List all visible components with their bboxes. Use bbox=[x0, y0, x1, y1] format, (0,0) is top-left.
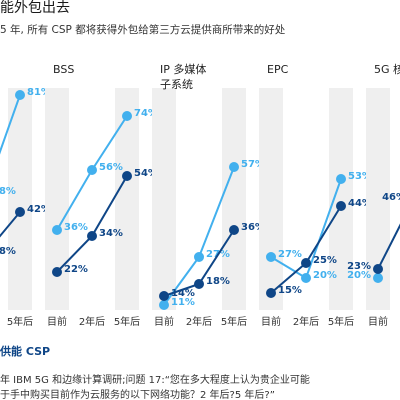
data-label: 74% bbox=[134, 108, 158, 119]
column-band bbox=[259, 88, 283, 310]
series-line bbox=[0, 211, 21, 238]
data-point bbox=[52, 225, 62, 235]
data-label: 25% bbox=[313, 255, 337, 266]
data-label: 81% bbox=[27, 87, 51, 98]
data-label: 48% bbox=[0, 186, 16, 197]
data-point bbox=[336, 201, 346, 211]
series-line bbox=[377, 223, 400, 270]
data-point bbox=[301, 258, 311, 268]
data-point bbox=[266, 252, 276, 262]
data-point bbox=[373, 273, 383, 283]
data-point bbox=[229, 225, 239, 235]
data-point bbox=[301, 273, 311, 283]
data-label: 53% bbox=[348, 171, 372, 182]
data-label: 22% bbox=[64, 264, 88, 275]
x-tick-label: 2年后 bbox=[293, 315, 319, 328]
data-label: 57% bbox=[241, 159, 265, 170]
column-band bbox=[115, 88, 139, 310]
x-tick-label: 5年后 bbox=[328, 315, 354, 328]
x-tick-label: 目前 bbox=[368, 315, 388, 328]
data-point bbox=[336, 174, 346, 184]
data-point bbox=[159, 300, 169, 310]
data-label: 14% bbox=[171, 288, 195, 299]
data-label: 15% bbox=[278, 285, 302, 296]
series-line bbox=[0, 94, 21, 155]
data-label: 42% bbox=[27, 204, 51, 215]
data-point bbox=[159, 291, 169, 301]
data-label: 44% bbox=[348, 198, 372, 209]
data-point bbox=[373, 264, 383, 274]
data-point bbox=[122, 171, 132, 181]
data-point bbox=[52, 267, 62, 277]
data-point bbox=[87, 231, 97, 241]
panel-title: BSS bbox=[53, 63, 74, 76]
source-line: 年 IBM 5G 和边缘计算调研;问题 17:“您在多大程度上认为贵企业可能 bbox=[0, 373, 310, 386]
data-label: 11% bbox=[171, 297, 195, 308]
chart-title: 能外包出去 bbox=[0, 0, 70, 16]
data-point bbox=[194, 252, 204, 262]
column-band bbox=[8, 88, 32, 310]
data-label: 28% bbox=[0, 246, 16, 257]
x-tick-label: 5年后 bbox=[7, 315, 33, 328]
data-label: 27% bbox=[278, 249, 302, 260]
data-point bbox=[194, 279, 204, 289]
panel-title: EPC bbox=[267, 63, 289, 76]
panel-title: 5G 核心网 bbox=[374, 62, 400, 76]
data-point bbox=[15, 90, 25, 100]
data-point bbox=[266, 288, 276, 298]
x-tick-label: 目前 bbox=[154, 315, 174, 328]
data-label: 36% bbox=[64, 222, 88, 233]
data-label: 34% bbox=[99, 228, 123, 239]
data-point bbox=[229, 162, 239, 172]
x-tick-label: 2年后 bbox=[79, 315, 105, 328]
legend-label: 供能 CSP bbox=[0, 344, 50, 358]
data-label: 54% bbox=[134, 168, 158, 179]
data-label: 23% bbox=[347, 261, 371, 272]
data-label: 18% bbox=[206, 276, 230, 287]
column-band bbox=[222, 88, 246, 310]
data-label: 20% bbox=[313, 270, 337, 281]
data-label: 20% bbox=[347, 270, 371, 281]
x-tick-label: 5年后 bbox=[114, 315, 140, 328]
x-tick-label: 5年后 bbox=[221, 315, 247, 328]
data-label: 36% bbox=[241, 222, 265, 233]
chart-subtitle: 5 年, 所有 CSP 都将获得外包给第三方云提供商所带来的好处 bbox=[0, 23, 286, 36]
source-line: 于手中购买目前作为云服务的以下网络功能？2 年后?5 年后?” bbox=[0, 388, 275, 400]
data-point bbox=[122, 111, 132, 121]
data-point bbox=[15, 207, 25, 217]
panel-title: 子系统 bbox=[160, 78, 193, 91]
x-tick-label: 目前 bbox=[261, 315, 281, 328]
column-band bbox=[152, 88, 176, 310]
data-label: 56% bbox=[99, 162, 123, 173]
panel-title: IP 多媒体 bbox=[160, 62, 206, 76]
x-tick-label: 目前 bbox=[47, 315, 67, 328]
x-tick-label: 2年后 bbox=[186, 315, 212, 328]
data-label: 46% bbox=[382, 192, 400, 203]
data-point bbox=[87, 165, 97, 175]
